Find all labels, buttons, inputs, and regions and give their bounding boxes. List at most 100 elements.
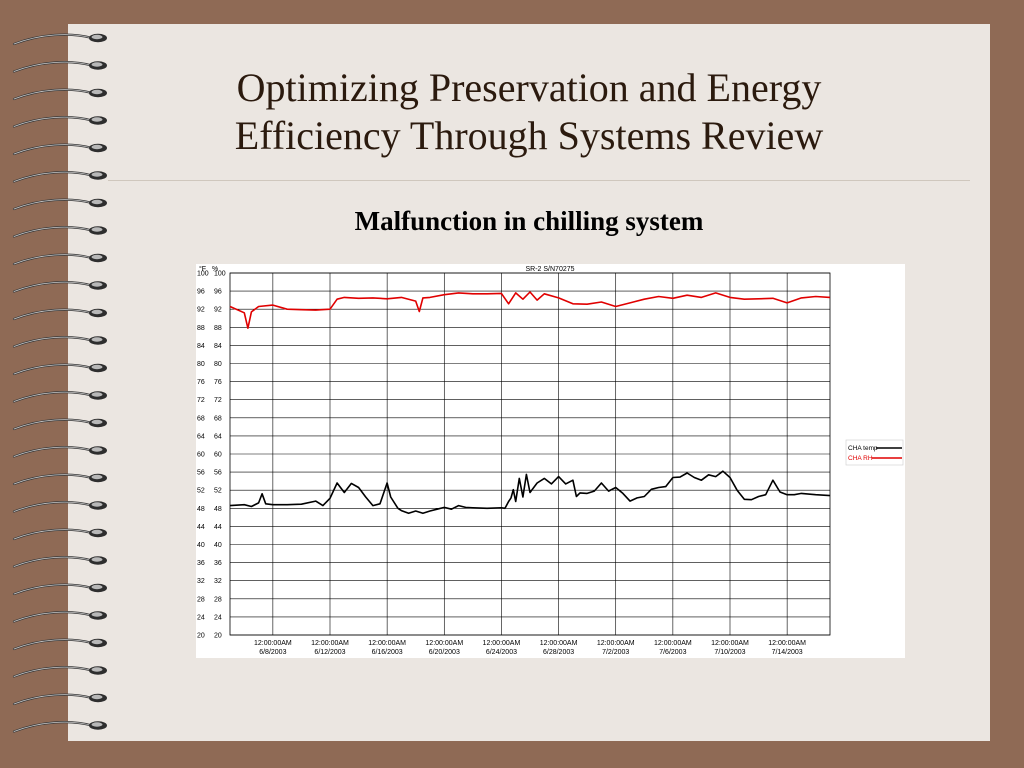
series-line-cha-rh	[229, 291, 831, 329]
spiral-ring	[12, 143, 107, 156]
spiral-ring	[12, 116, 107, 128]
y-tick-label-left: 56	[197, 470, 205, 477]
spiral-ring	[12, 88, 107, 101]
right-axis-unit: %	[212, 266, 218, 273]
chart-panel: 20 20 24 24 28 28 32 32 36 36 40 40 44 44 48 48 52 52 56 56…	[196, 264, 905, 658]
x-tick-time: 12:00:00AM	[711, 640, 749, 647]
x-tick-time: 12:00:00AM	[368, 640, 406, 647]
left-axis-unit: °F	[199, 265, 206, 273]
x-tick-time: 12:00:00AM	[425, 640, 463, 647]
spiral-ring	[12, 666, 107, 678]
y-tick-label-right: 44	[214, 524, 222, 531]
y-tick-label-right: 72	[214, 397, 222, 404]
y-tick-label-left: 80	[197, 361, 205, 368]
y-tick-label-left: 88	[197, 325, 205, 332]
y-tick-label-right: 88	[214, 325, 222, 332]
y-tick-label-left: 100	[197, 271, 209, 278]
x-tick-date: 7/14/2003	[772, 649, 803, 656]
spiral-ring	[12, 638, 107, 651]
y-tick-label-left: 60	[197, 452, 205, 459]
spiral-ring	[12, 528, 107, 541]
x-tick-date: 6/24/2003	[486, 649, 517, 656]
spiral-ring	[12, 693, 107, 706]
y-tick-label-left: 96	[197, 289, 205, 296]
spiral-ring	[12, 61, 107, 73]
chart-grid	[229, 272, 831, 636]
y-tick-label-right: 20	[214, 633, 222, 640]
spiral-ring	[12, 418, 107, 431]
x-tick-date: 7/10/2003	[714, 649, 745, 656]
title-divider	[108, 180, 970, 181]
y-tick-label-right: 52	[214, 488, 222, 495]
x-tick-time: 12:00:00AM	[654, 640, 692, 647]
x-tick-time: 12:00:00AM	[483, 640, 521, 647]
legend-label-temp: CHA temp	[848, 445, 878, 452]
y-tick-label-right: 68	[214, 415, 222, 422]
spiral-ring	[12, 171, 107, 183]
y-tick-label-left: 20	[197, 633, 205, 640]
spiral-ring	[12, 611, 107, 623]
y-tick-label-right: 32	[214, 578, 222, 585]
y-tick-label-right: 80	[214, 361, 222, 368]
y-tick-label-right: 36	[214, 560, 222, 567]
y-tick-label-left: 72	[197, 397, 205, 404]
spiral-ring	[12, 336, 107, 348]
x-tick-time: 12:00:00AM	[540, 640, 578, 647]
x-tick-time: 12:00:00AM	[311, 640, 349, 647]
y-tick-label-left: 36	[197, 560, 205, 567]
y-tick-label-right: 76	[214, 379, 222, 386]
spiral-ring	[12, 556, 107, 568]
y-tick-label-right: 48	[214, 506, 222, 513]
y-tick-label-left: 28	[197, 596, 205, 603]
slide-subtitle: Malfunction in chilling system	[354, 206, 704, 236]
spiral-ring	[12, 363, 107, 376]
spiral-ring	[12, 473, 107, 486]
chart-svg: 20 20 24 24 28 28 32 32 36 36 40 40 44 44 48 48 52 52 56 56…	[197, 265, 904, 657]
spiral-ring	[12, 308, 107, 321]
y-tick-label-right: 24	[214, 614, 222, 621]
chart-series	[229, 291, 831, 515]
x-tick-time: 12:00:00AM	[254, 640, 292, 647]
chart-legend: CHA temp CHA RH	[845, 439, 904, 466]
x-tick-date: 6/16/2003	[372, 649, 403, 656]
legend-box	[845, 439, 904, 466]
y-tick-label-right: 64	[214, 433, 222, 440]
spiral-ring	[12, 226, 107, 238]
spiral-ring	[12, 391, 107, 403]
spiral-ring	[12, 446, 107, 458]
y-tick-label-left: 84	[197, 343, 205, 350]
y-tick-label-left: 68	[197, 415, 205, 422]
spiral-ring	[12, 281, 107, 293]
y-tick-label-left: 92	[197, 307, 205, 314]
y-tick-label-right: 28	[214, 596, 222, 603]
y-tick-label-right: 100	[214, 271, 226, 278]
x-tick-date: 6/20/2003	[429, 649, 460, 656]
spiral-ring	[12, 33, 107, 46]
y-tick-label-right: 96	[214, 289, 222, 296]
y-tick-label-left: 24	[197, 614, 205, 621]
y-tick-label-right: 60	[214, 452, 222, 459]
chart-axes: 20 20 24 24 28 28 32 32 36 36 40 40 44 44 48 48 52 52 56 56…	[197, 271, 806, 657]
spiral-ring	[12, 583, 107, 596]
x-tick-time: 12:00:00AM	[768, 640, 806, 647]
x-tick-date: 7/6/2003	[659, 649, 686, 656]
legend-label-rh: CHA RH	[848, 455, 873, 462]
y-tick-label-left: 52	[197, 488, 205, 495]
slide-title: Optimizing Preservation and Energy Effic…	[68, 64, 990, 160]
spiral-ring	[12, 721, 107, 733]
x-tick-date: 6/12/2003	[314, 649, 345, 656]
x-tick-date: 7/2/2003	[602, 649, 629, 656]
series-line-cha-temp	[229, 470, 831, 515]
y-tick-label-right: 92	[214, 307, 222, 314]
y-tick-label-right: 84	[214, 343, 222, 350]
title-line-2: Efficiency Through Systems Review	[234, 113, 824, 158]
y-tick-label-left: 48	[197, 506, 205, 513]
y-tick-label-left: 32	[197, 578, 205, 585]
title-line-1: Optimizing Preservation and Energy	[236, 65, 822, 110]
y-tick-label-left: 64	[197, 433, 205, 440]
y-tick-label-right: 56	[214, 470, 222, 477]
spiral-ring	[12, 501, 107, 513]
y-tick-label-right: 40	[214, 542, 222, 549]
spiral-binding	[12, 33, 107, 733]
y-tick-label-left: 44	[197, 524, 205, 531]
